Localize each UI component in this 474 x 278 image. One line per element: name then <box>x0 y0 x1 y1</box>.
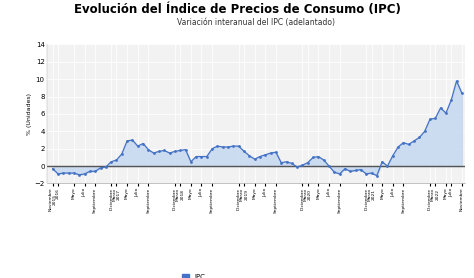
Point <box>166 151 173 155</box>
Point <box>91 169 99 173</box>
Point <box>394 145 402 149</box>
Point <box>108 160 115 164</box>
Text: Evolución del Índice de Precios de Consumo (IPC): Evolución del Índice de Precios de Consu… <box>73 3 401 16</box>
Point <box>128 138 136 142</box>
Point <box>209 147 216 151</box>
Point <box>81 172 88 176</box>
Point <box>368 171 375 175</box>
Point <box>320 158 328 162</box>
Point <box>70 171 78 175</box>
Point <box>123 139 131 143</box>
Point <box>187 160 195 164</box>
Point <box>256 154 264 159</box>
Point <box>224 145 232 149</box>
Point <box>416 135 423 140</box>
Point <box>405 142 412 147</box>
Y-axis label: % (Unidades): % (Unidades) <box>27 93 32 135</box>
Point <box>150 151 157 155</box>
Point <box>54 172 62 176</box>
Point <box>330 170 338 174</box>
Point <box>203 154 210 159</box>
Point <box>400 140 407 145</box>
Point <box>283 160 290 164</box>
Point <box>219 145 227 149</box>
Point <box>118 152 126 156</box>
Point <box>378 160 386 164</box>
Point <box>97 166 104 170</box>
Point <box>192 154 200 159</box>
Point <box>352 168 359 173</box>
Point <box>65 171 73 175</box>
Point <box>389 153 397 158</box>
Point <box>60 171 67 175</box>
Point <box>182 147 189 152</box>
Point <box>410 139 418 143</box>
Point <box>176 148 184 153</box>
Point <box>447 98 455 102</box>
Point <box>49 167 56 171</box>
Point <box>229 144 237 148</box>
Point <box>299 163 306 167</box>
Point <box>75 173 83 177</box>
Point <box>437 106 445 110</box>
Point <box>86 169 94 173</box>
Point <box>373 173 381 178</box>
Point <box>442 111 450 115</box>
Point <box>198 154 205 159</box>
Point <box>346 169 354 173</box>
Point <box>113 158 120 162</box>
Point <box>315 154 322 159</box>
Point <box>310 155 317 160</box>
Point <box>262 153 269 157</box>
Point <box>267 151 274 155</box>
Point <box>421 129 428 133</box>
Point <box>363 172 370 176</box>
Point <box>288 161 296 166</box>
Point <box>134 144 142 148</box>
Point <box>325 164 333 168</box>
Point <box>272 150 280 154</box>
Point <box>304 160 311 165</box>
Point <box>214 144 221 148</box>
Point <box>426 117 434 121</box>
Point <box>336 172 344 176</box>
Point <box>161 148 168 153</box>
Point <box>453 79 460 83</box>
Point <box>251 157 258 161</box>
Point <box>383 164 391 168</box>
Point <box>139 141 147 146</box>
Title: Variación interanual del IPC (adelantado): Variación interanual del IPC (adelantado… <box>177 18 335 27</box>
Point <box>246 153 253 158</box>
Point <box>240 149 248 153</box>
Point <box>458 91 465 95</box>
Point <box>171 149 179 153</box>
Point <box>102 165 109 169</box>
Legend: IPC: IPC <box>182 274 205 278</box>
Point <box>145 147 152 152</box>
Point <box>155 149 163 153</box>
Point <box>293 165 301 169</box>
Point <box>341 167 349 171</box>
Point <box>357 167 365 172</box>
Point <box>431 116 439 121</box>
Point <box>277 160 285 165</box>
Point <box>235 144 243 148</box>
